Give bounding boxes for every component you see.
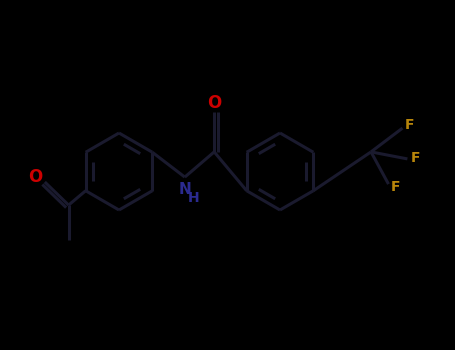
Text: H: H [187, 191, 199, 205]
Text: F: F [405, 118, 414, 132]
Text: F: F [391, 180, 400, 194]
Text: O: O [207, 94, 221, 112]
Text: O: O [28, 168, 42, 186]
Text: N: N [178, 182, 191, 197]
Text: F: F [411, 150, 420, 164]
